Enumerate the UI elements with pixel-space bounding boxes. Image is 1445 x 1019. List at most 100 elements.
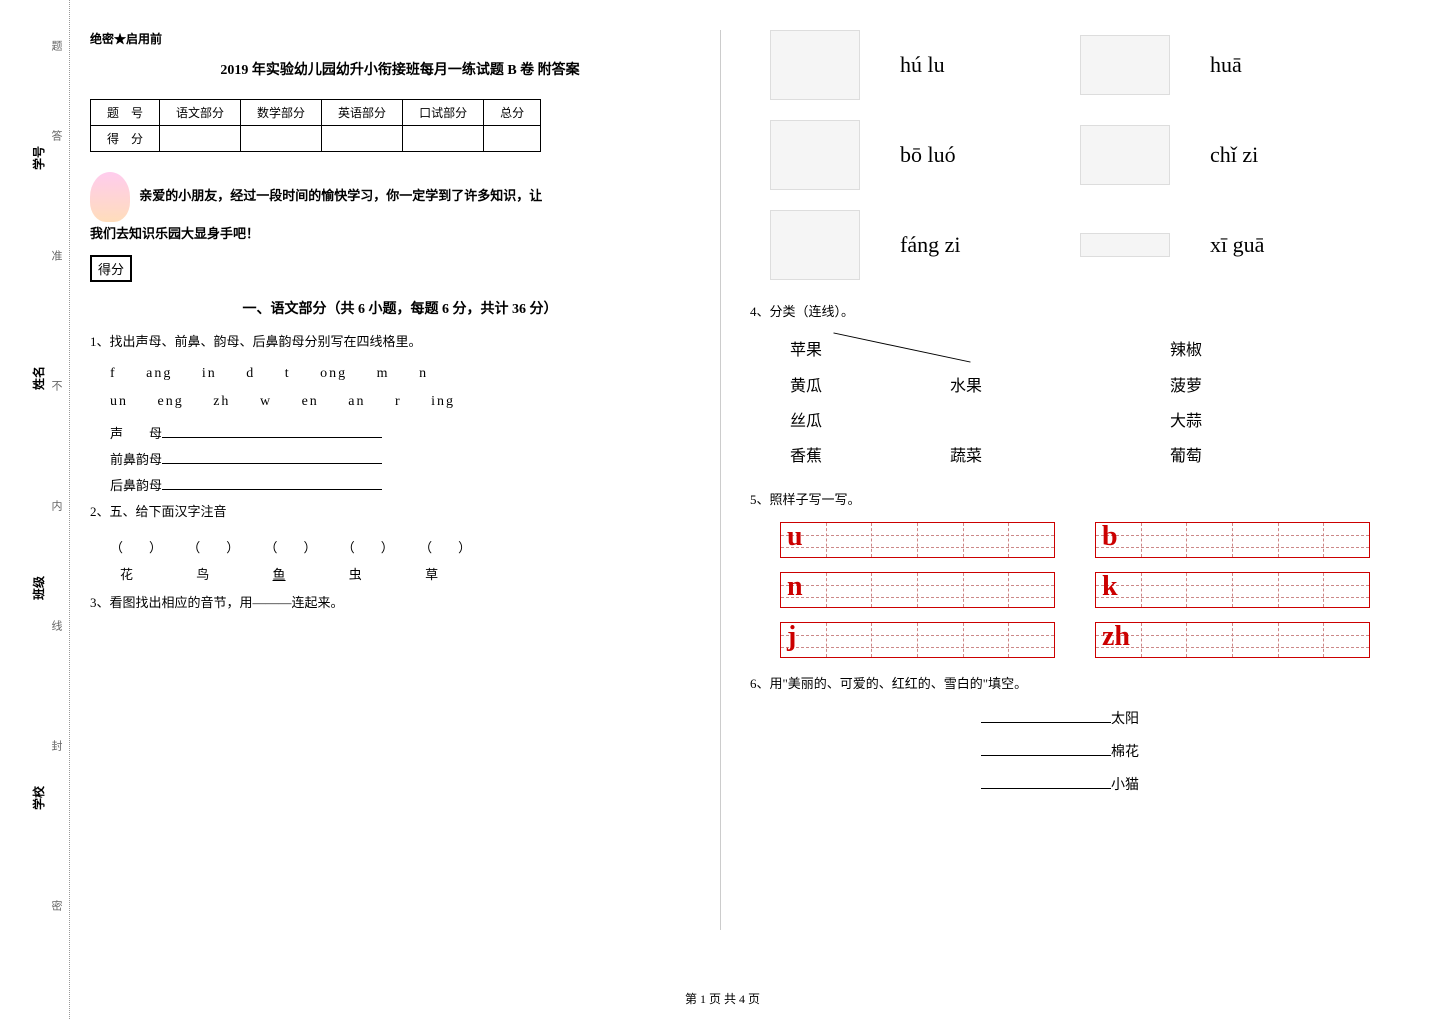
q6-text: 6、用"美丽的、可爱的、红红的、雪白的"填空。 [750, 672, 1370, 695]
pinyin: ing [431, 394, 455, 409]
pinyin: f [110, 366, 117, 381]
word: 小猫 [1111, 778, 1139, 793]
pinyin: in [202, 366, 217, 381]
four-line-cell[interactable]: zh [1095, 622, 1370, 658]
pinyin: r [395, 394, 402, 409]
pinyin: ang [146, 366, 172, 381]
pinyin-label: hú lu [900, 52, 1020, 78]
td[interactable] [160, 126, 241, 152]
left-column: 绝密★启用前 2019 年实验幼儿园幼升小衔接班每月一练试题 B 卷 附答案 题… [90, 30, 710, 806]
intro-line1: 亲爱的小朋友，经过一段时间的愉快学习，你一定学到了许多知识，让 [139, 188, 542, 203]
pinyin: eng [158, 394, 184, 409]
pinyin-label: huā [1210, 52, 1242, 78]
pinyin: zh [213, 394, 230, 409]
gourd-icon [770, 210, 860, 280]
column-divider [720, 30, 721, 930]
four-line-cell[interactable]: j [780, 622, 1055, 658]
intro-text: 亲爱的小朋友，经过一段时间的愉快学习，你一定学到了许多知识，让 我们去知识乐园大… [90, 172, 710, 245]
binding-dotted: 准 [48, 250, 64, 261]
item: 苹果 [790, 333, 950, 368]
right-column: hú lu huā bō luó chǐ zi fáng zi xī guā 4… [750, 30, 1370, 806]
ruler-icon [1080, 233, 1170, 257]
page-title: 2019 年实验幼儿园幼升小衔接班每月一练试题 B 卷 附答案 [90, 59, 710, 79]
char: 虫 [349, 567, 362, 582]
item: 黄瓜 [790, 369, 950, 404]
word: 太阳 [1111, 712, 1139, 727]
char: 花 [120, 567, 133, 582]
kid-icon [90, 172, 130, 222]
item: 香蕉 [790, 439, 950, 474]
q1-row1: f ang in d t ong m n [110, 366, 710, 382]
td[interactable] [403, 126, 484, 152]
binding-label: 姓名 [30, 366, 47, 390]
four-line-cell[interactable]: u [780, 522, 1055, 558]
item: 葡萄 [1170, 439, 1202, 474]
letter: j [787, 621, 796, 653]
pinyin-label: fáng zi [900, 232, 1020, 258]
q2-chars: 花 鸟 鱼 虫 草 [120, 564, 710, 583]
item: 大蒜 [1170, 404, 1202, 439]
paren[interactable]: （ ） [187, 540, 239, 555]
char: 草 [425, 567, 438, 582]
blank[interactable] [162, 422, 382, 438]
pinyin: un [110, 394, 128, 409]
house-icon [770, 120, 860, 190]
paren[interactable]: （ ） [342, 540, 394, 555]
binding-dotted: 线 [48, 620, 64, 631]
binding-label: 学校 [30, 786, 47, 810]
binding-label: 班级 [30, 576, 47, 600]
binding-dotted: 封 [48, 740, 64, 751]
td[interactable] [484, 126, 541, 152]
four-line-cell[interactable]: b [1095, 522, 1370, 558]
blank[interactable] [162, 474, 382, 490]
pinyin: m [377, 366, 390, 381]
binding-dotted: 题 [48, 40, 64, 51]
blank[interactable] [981, 773, 1111, 789]
binding-dotted: 密 [48, 900, 64, 911]
td: 得 分 [91, 126, 160, 152]
th: 总分 [484, 100, 541, 126]
match-row: bō luó chǐ zi [750, 120, 1370, 190]
match-row: fáng zi xī guā [750, 210, 1370, 280]
q1-cat1: 声 母 [110, 426, 162, 441]
td[interactable] [241, 126, 322, 152]
pinyin-label: chǐ zi [1210, 142, 1258, 168]
paren[interactable]: （ ） [265, 540, 317, 555]
section-title: 一、语文部分（共 6 小题，每题 6 分，共计 36 分） [90, 298, 710, 318]
binding-dotted: 内 [48, 500, 64, 511]
blank[interactable] [981, 707, 1111, 723]
th: 英语部分 [322, 100, 403, 126]
blank[interactable] [981, 740, 1111, 756]
td[interactable] [322, 126, 403, 152]
q1-text: 1、找出声母、前鼻、韵母、后鼻韵母分别写在四线格里。 [90, 330, 710, 353]
char: 鱼 [273, 567, 286, 582]
q3-text: 3、看图找出相应的音节，用———连起来。 [90, 591, 710, 614]
th: 语文部分 [160, 100, 241, 126]
blank[interactable] [162, 448, 382, 464]
letter: zh [1102, 621, 1130, 653]
four-line-cell[interactable]: k [1095, 572, 1370, 608]
th: 数学部分 [241, 100, 322, 126]
q1-cat3: 后鼻韵母 [110, 478, 162, 493]
item: 辣椒 [1170, 333, 1202, 368]
paren[interactable]: （ ） [110, 540, 162, 555]
pinyin: n [419, 366, 428, 381]
binding-dotted: 不 [48, 380, 64, 391]
four-line-cell[interactable]: n [780, 572, 1055, 608]
table-row: 得 分 [91, 126, 541, 152]
pinyin-label: xī guā [1210, 232, 1264, 258]
q4-text: 4、分类（连线）。 [750, 300, 1370, 323]
pinyin: an [348, 394, 365, 409]
th: 题 号 [91, 100, 160, 126]
pinyin: t [285, 366, 291, 381]
q1-row2: un eng zh w en an r ing [110, 394, 710, 410]
score-table: 题 号 语文部分 数学部分 英语部分 口试部分 总分 得 分 [90, 99, 541, 152]
th: 口试部分 [403, 100, 484, 126]
letter: n [787, 571, 803, 603]
item: 蔬菜 [950, 439, 1170, 474]
pinyin: w [260, 394, 272, 409]
item: 丝瓜 [790, 404, 950, 439]
q5-text: 5、照样子写一写。 [750, 488, 1370, 511]
paren[interactable]: （ ） [419, 540, 471, 555]
table-row: 题 号 语文部分 数学部分 英语部分 口试部分 总分 [91, 100, 541, 126]
